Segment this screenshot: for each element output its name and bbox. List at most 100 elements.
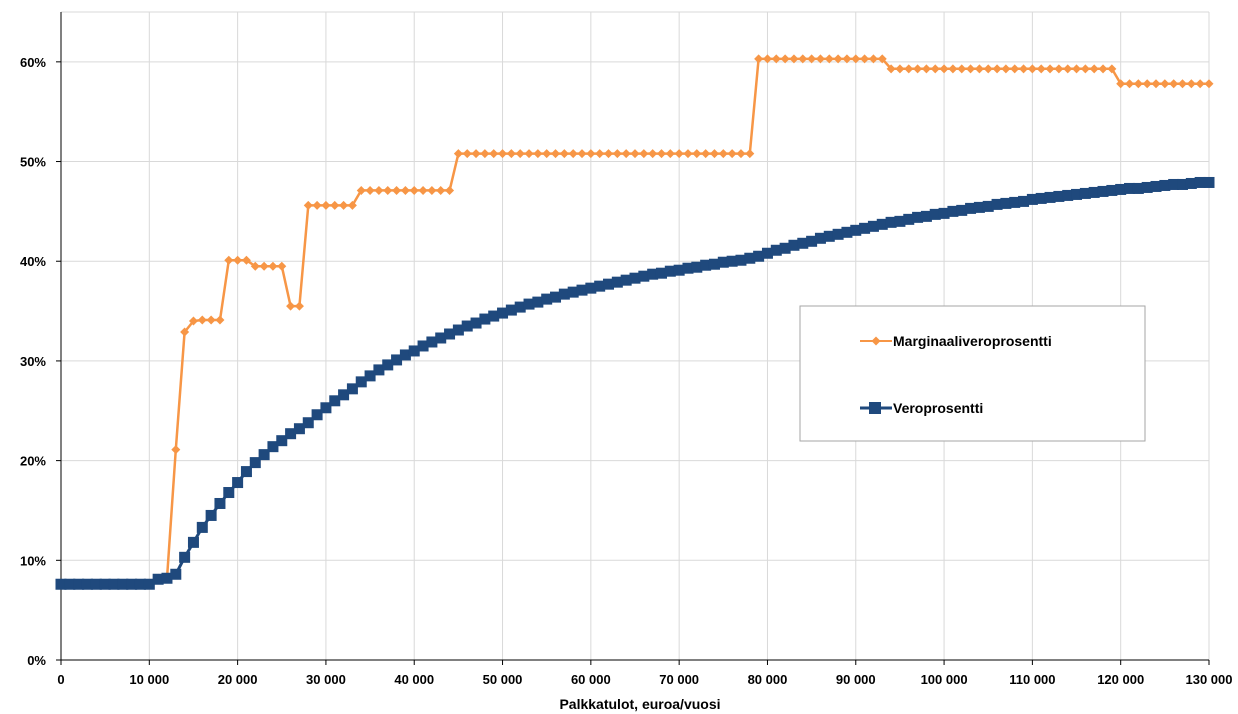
data-point-diamond [833,54,843,64]
data-point-square [929,208,941,220]
x-tick-label: 130 000 [1186,672,1233,687]
data-point-square [770,244,782,256]
data-point-diamond [1054,64,1064,74]
data-point-diamond [780,54,790,64]
data-point-diamond [542,149,552,159]
x-tick-label: 70 000 [659,672,699,687]
data-point-diamond [1072,64,1082,74]
data-point-square [1150,180,1162,192]
x-tick-label: 90 000 [836,672,876,687]
data-point-diamond [418,185,428,195]
data-point-square [232,477,244,489]
data-point-diamond [860,54,870,64]
data-point-diamond [409,185,419,195]
y-tick-label: 60% [20,55,46,70]
data-point-square [938,207,950,219]
data-point-diamond [250,261,260,271]
data-point-diamond [612,149,622,159]
data-point-square [682,262,694,274]
data-point-diamond [974,64,984,74]
data-point-square [1053,190,1065,202]
data-point-square [196,521,208,533]
data-point-diamond [471,149,481,159]
data-point-square [346,383,358,395]
data-point-diamond [303,200,313,210]
data-point-square [1185,177,1197,189]
y-tick-label: 30% [20,354,46,369]
data-point-square [823,230,835,242]
x-tick-label: 40 000 [394,672,434,687]
y-tick-label: 0% [27,653,46,668]
data-point-square [311,409,323,421]
data-point-square [276,435,288,447]
data-point-diamond [277,261,287,271]
data-point-diamond [1010,64,1020,74]
data-point-diamond [851,54,861,64]
data-point-square [735,254,747,266]
data-point-diamond [1186,79,1196,89]
data-point-diamond [1160,79,1170,89]
legend-label-tax: Veroprosentti [893,400,983,416]
data-point-square [982,200,994,212]
data-point-square [170,568,182,580]
data-point-square [134,578,146,590]
data-point-diamond [992,64,1002,74]
data-point-diamond [868,54,878,64]
data-point-square [55,578,67,590]
data-point-diamond [904,64,914,74]
data-point-diamond [1089,64,1099,74]
data-point-square [744,252,756,264]
data-point-square [90,578,102,590]
data-point-square [152,573,164,585]
data-point-square [629,272,641,284]
x-tick-label: 110 000 [1009,672,1055,687]
data-point-square [700,259,712,271]
data-point-diamond [383,185,393,195]
x-tick-label: 30 000 [306,672,346,687]
data-point-square [355,376,367,388]
data-point-square [293,423,305,435]
data-point-square [920,210,932,222]
data-point-square [912,211,924,223]
data-point-diamond [683,149,693,159]
data-point-diamond [462,149,472,159]
data-point-diamond [1125,79,1135,89]
data-point-square [1009,196,1021,208]
data-point-square [81,578,93,590]
data-point-diamond [506,149,516,159]
data-point-square [364,370,376,382]
data-point-diamond [586,149,596,159]
legend: Marginaaliveroprosentti Veroprosentti [799,305,1146,442]
data-point-square [373,364,385,376]
data-point-diamond [665,149,675,159]
data-point-square [505,304,517,316]
data-point-square [761,247,773,259]
data-point-diamond [630,149,640,159]
data-point-diamond [312,200,322,210]
data-point-square [779,242,791,254]
data-point-square [267,441,279,453]
x-tick-label: 60 000 [571,672,611,687]
data-point-square [126,578,138,590]
data-point-diamond [339,200,349,210]
data-point-diamond [427,185,437,195]
data-point-diamond [188,316,198,326]
data-point-diamond [762,54,772,64]
data-point-diamond [1027,64,1037,74]
data-point-diamond [559,149,569,159]
data-point-diamond [1107,64,1117,74]
data-point-diamond [692,149,702,159]
data-point-diamond [392,185,402,195]
data-point-diamond [480,149,490,159]
legend-marker-square [869,402,881,414]
axes [56,12,1210,665]
data-point-diamond [789,54,799,64]
data-point-diamond [930,64,940,74]
data-point-square [285,428,297,440]
data-point-diamond [604,149,614,159]
data-point-square [1177,178,1189,190]
data-point-diamond [983,64,993,74]
data-point-diamond [1098,64,1108,74]
data-point-square [947,205,959,217]
